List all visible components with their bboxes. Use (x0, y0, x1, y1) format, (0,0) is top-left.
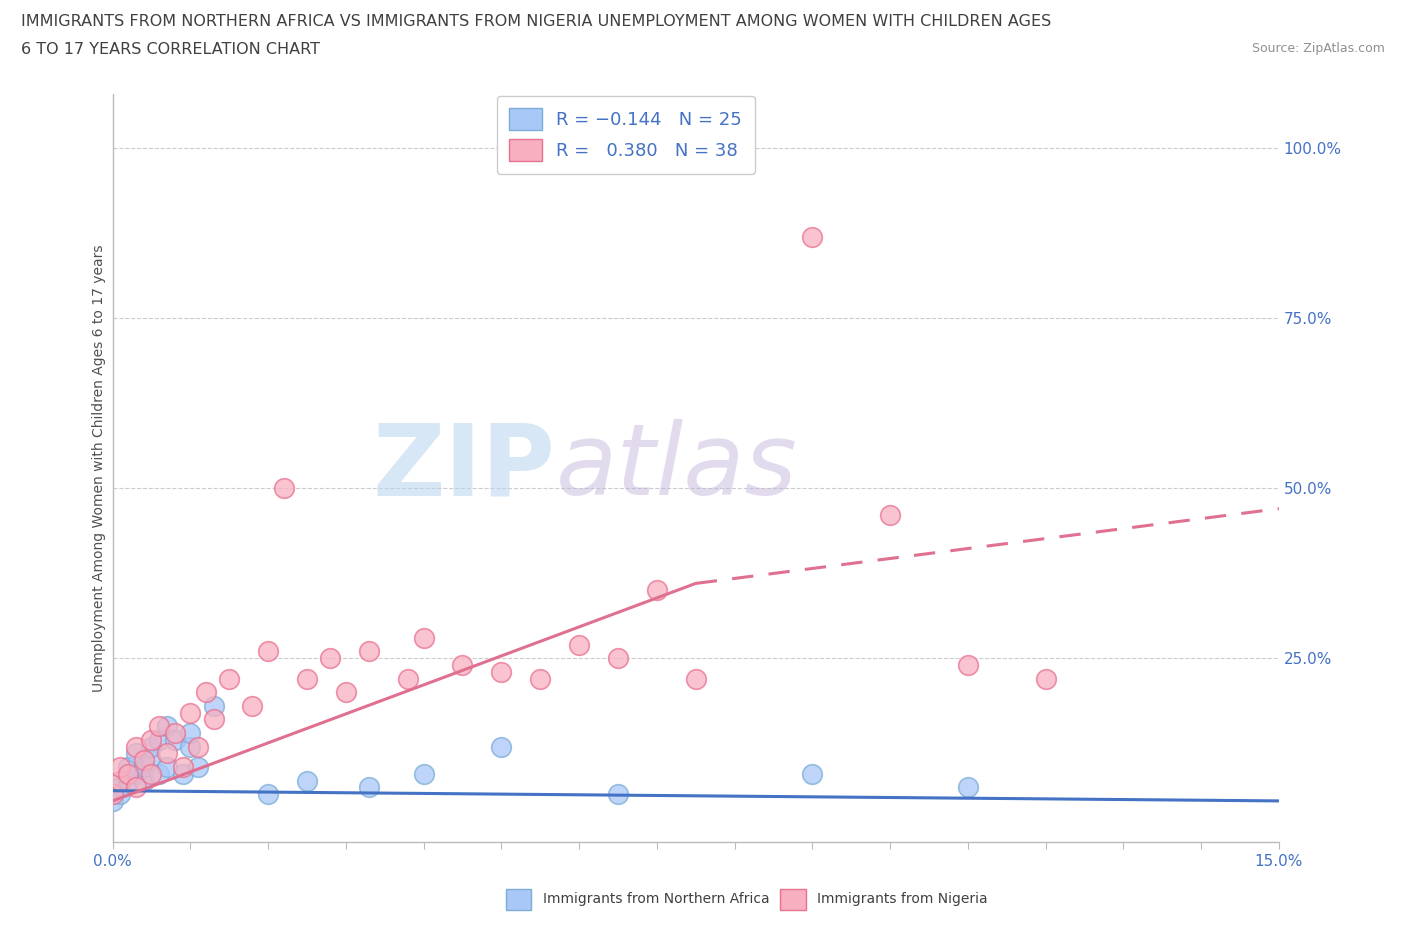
Point (179, 725, 201, 740)
Point (202, 711, 225, 726)
Point (163, 725, 186, 740)
Point (202, 698, 225, 713)
Point (172, 766, 194, 781)
Point (110, 773, 132, 788)
Point (529, 671, 551, 686)
Point (412, 631, 434, 645)
Point (359, 644, 381, 658)
Point (194, 684, 217, 699)
Point (141, 739, 163, 754)
Y-axis label: Unemployment Among Women with Children Ages 6 to 17 years: Unemployment Among Women with Children A… (93, 244, 107, 692)
Point (132, 773, 155, 788)
Point (801, 230, 824, 245)
Point (156, 746, 179, 761)
Point (568, 637, 591, 652)
Point (179, 739, 201, 754)
Text: 6 TO 17 YEARS CORRELATION CHART: 6 TO 17 YEARS CORRELATION CHART (21, 42, 321, 57)
Point (125, 766, 148, 781)
Point (491, 739, 513, 754)
Point (117, 773, 139, 788)
Point (335, 684, 357, 699)
Point (801, 766, 824, 781)
Point (132, 752, 155, 767)
Text: Immigrants from Northern Africa: Immigrants from Northern Africa (543, 892, 769, 907)
Point (359, 780, 381, 795)
Point (125, 780, 148, 795)
Point (242, 698, 264, 713)
Point (956, 658, 979, 672)
Point (1035, 671, 1057, 686)
Point (110, 787, 132, 802)
Point (163, 732, 186, 747)
Point (101, 793, 124, 808)
Point (125, 739, 148, 754)
Point (879, 508, 901, 523)
Point (187, 739, 209, 754)
Point (295, 773, 318, 788)
Point (156, 760, 179, 775)
Point (645, 583, 668, 598)
Point (218, 671, 240, 686)
Point (956, 780, 979, 795)
Point (148, 766, 170, 781)
Point (110, 760, 132, 775)
Point (141, 752, 163, 767)
Point (141, 766, 163, 781)
Point (685, 671, 707, 686)
Point (257, 644, 280, 658)
Point (148, 732, 170, 747)
Point (295, 671, 318, 686)
Point (273, 481, 295, 496)
Text: IMMIGRANTS FROM NORTHERN AFRICA VS IMMIGRANTS FROM NIGERIA UNEMPLOYMENT AMONG WO: IMMIGRANTS FROM NORTHERN AFRICA VS IMMIG… (21, 14, 1052, 29)
Point (451, 658, 474, 672)
Point (179, 705, 201, 720)
Point (607, 651, 630, 666)
Point (257, 787, 280, 802)
Point (607, 787, 630, 802)
Point (396, 671, 419, 686)
Point (117, 766, 139, 781)
Point (412, 766, 434, 781)
Point (132, 760, 155, 775)
Point (125, 746, 148, 761)
Point (101, 787, 124, 802)
Point (117, 760, 139, 775)
Legend: R = −0.144   N = 25, R =   0.380   N = 38: R = −0.144 N = 25, R = 0.380 N = 38 (496, 96, 755, 174)
Text: Source: ZipAtlas.com: Source: ZipAtlas.com (1251, 42, 1385, 55)
Point (148, 719, 170, 734)
Point (187, 760, 209, 775)
Point (156, 719, 179, 734)
Text: ZIP: ZIP (373, 419, 555, 516)
Point (172, 760, 194, 775)
Text: atlas: atlas (555, 419, 797, 516)
Point (319, 651, 342, 666)
Point (491, 664, 513, 679)
Point (110, 780, 132, 795)
Point (141, 732, 163, 747)
Text: Immigrants from Nigeria: Immigrants from Nigeria (817, 892, 987, 907)
